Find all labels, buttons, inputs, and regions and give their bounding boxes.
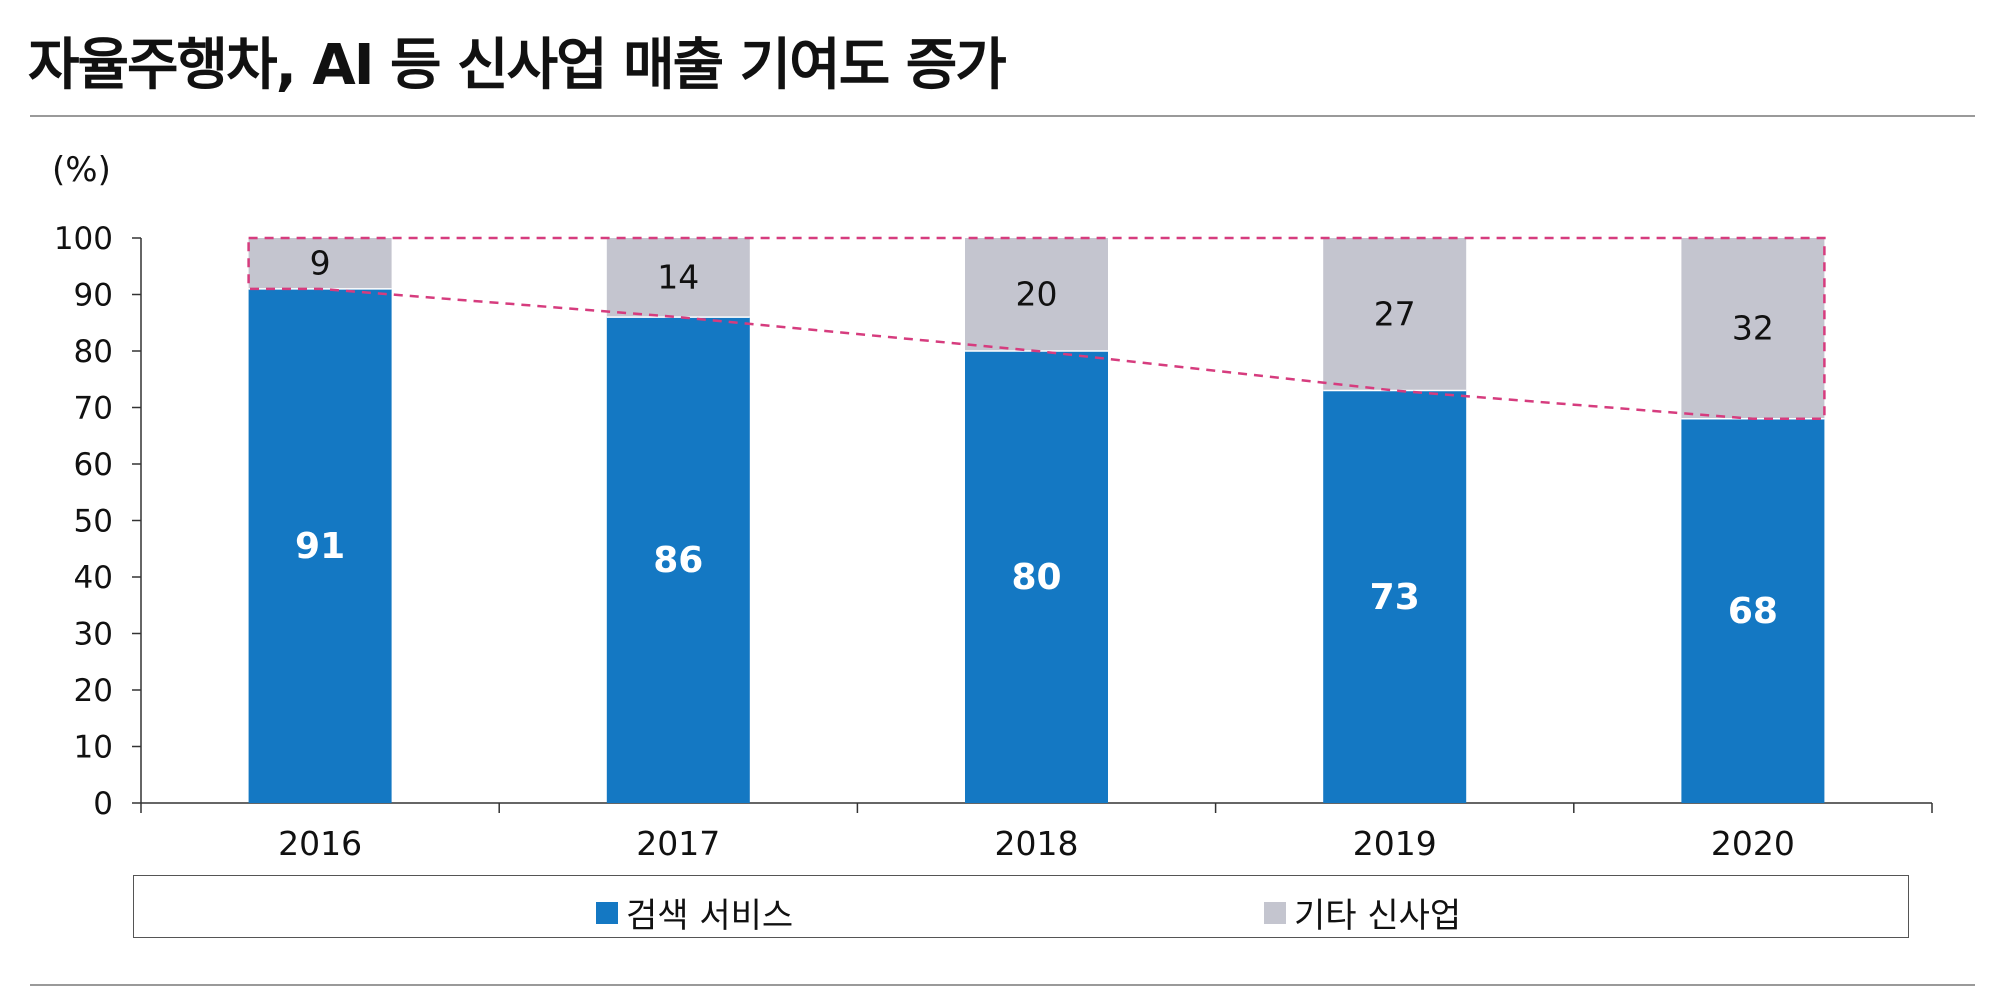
legend-swatch-search <box>596 901 618 924</box>
new-business-trend-outline <box>247 236 1826 421</box>
y-tick-label: 50 <box>74 504 113 540</box>
x-tick-label-2018: 2018 <box>995 824 1079 863</box>
y-tick-label: 10 <box>74 730 113 766</box>
bar-search-2020 <box>1681 418 1825 803</box>
bar-new-business-2017 <box>606 238 750 318</box>
y-tick-label: 90 <box>74 278 113 314</box>
data-label-search-2018: 80 <box>1011 557 1061 598</box>
data-label-search-2019: 73 <box>1370 577 1420 618</box>
x-tick-label-2016: 2016 <box>278 824 362 863</box>
x-tick-label-2017: 2017 <box>636 824 720 863</box>
y-tick-label: 30 <box>74 617 113 653</box>
y-tick-label: 60 <box>74 447 113 483</box>
top-divider <box>30 115 1975 117</box>
data-label-new-business-2019: 27 <box>1374 294 1416 333</box>
y-tick-label: 100 <box>54 221 113 257</box>
legend-item-search: 검색 서비스 <box>596 888 793 937</box>
data-label-new-business-2017: 14 <box>657 258 699 297</box>
bar-new-business-2016 <box>248 238 392 289</box>
y-tick-label: 0 <box>93 786 113 822</box>
x-tick-label-2019: 2019 <box>1353 824 1437 863</box>
bar-new-business-2020 <box>1681 238 1825 419</box>
bar-new-business-2018 <box>965 238 1108 351</box>
data-label-new-business-2018: 20 <box>1016 275 1058 314</box>
data-label-new-business-2020: 32 <box>1732 308 1774 347</box>
x-tick-label-2020: 2020 <box>1711 824 1795 863</box>
bar-search-2016 <box>248 288 392 804</box>
y-tick-label: 80 <box>74 334 113 370</box>
legend-label-search: 검색 서비스 <box>626 896 794 936</box>
data-label-search-2020: 68 <box>1728 591 1778 632</box>
bar-search-2017 <box>606 317 750 803</box>
legend-item-new-business: 기타 신사업 <box>1264 888 1461 937</box>
legend-label-new-business: 기타 신사업 <box>1294 896 1462 936</box>
y-tick-label: 40 <box>74 560 113 596</box>
y-tick-label: 70 <box>74 391 113 427</box>
bar-search-2019 <box>1323 390 1467 803</box>
chart-title: 자율주행차, AI 등 신사업 매출 기여도 증가 <box>28 33 1007 98</box>
y-tick-label: 20 <box>74 673 113 709</box>
data-label-search-2017: 86 <box>653 540 703 581</box>
bar-new-business-2019 <box>1323 238 1467 391</box>
bar-search-2018 <box>965 351 1108 803</box>
legend-swatch-new-business <box>1264 901 1286 924</box>
data-label-new-business-2016: 9 <box>310 243 331 282</box>
legend: 검색 서비스 기타 신사업 <box>133 875 1909 938</box>
data-label-search-2016: 91 <box>295 526 345 567</box>
y-axis-unit-label: (%) <box>52 150 111 190</box>
